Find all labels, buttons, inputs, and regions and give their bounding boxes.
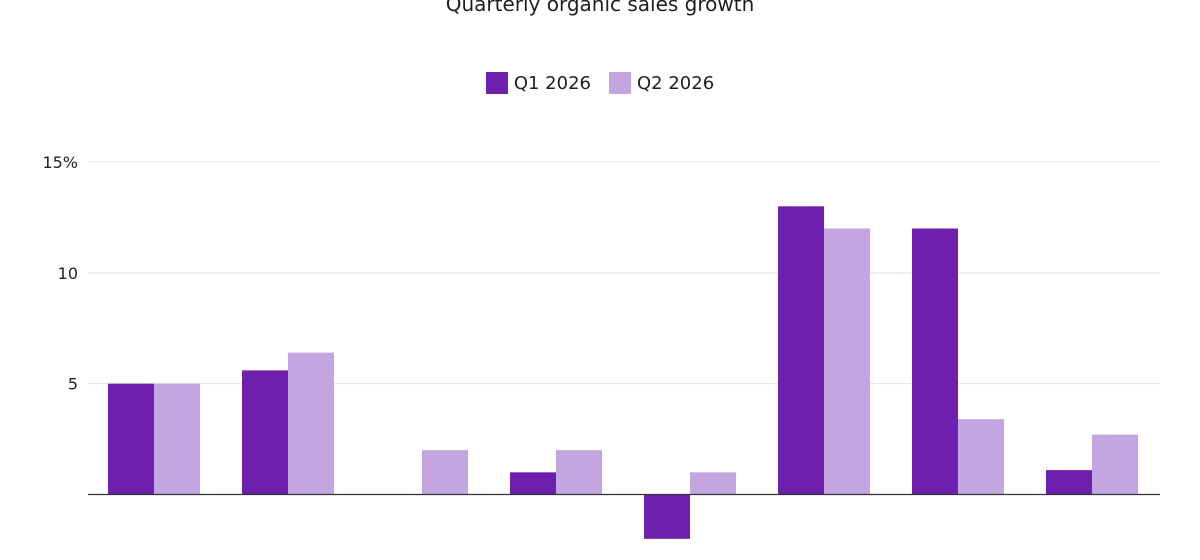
bar-series2-group1 [154,383,200,495]
bar-series1-group4 [510,472,556,495]
legend-item-q2: Q2 2026 [609,72,714,94]
bar-series1-group1 [108,383,154,495]
legend-swatch-q1 [485,72,508,94]
bar-series2-group2 [288,352,334,495]
bar-series2-group8 [1092,434,1138,495]
bar-series1-group2 [242,370,288,495]
bar-series1-group6 [778,206,824,495]
bar-series2-group7 [958,419,1004,495]
legend-label-q1: Q1 2026 [513,72,591,94]
legend-label-q2: Q2 2026 [637,72,715,94]
y-tick-label-1: 10 [58,264,78,283]
chart-title: Quarterly organic sales growth [445,0,755,16]
bar-series1-group8 [1046,470,1092,495]
y-tick-label-2: 15% [42,153,78,172]
bar-series2-group6 [824,228,870,495]
chart-legend: Q1 2026 Q2 2026 [0,72,1200,94]
bar-series2-group5 [690,472,736,495]
legend-swatch-q2 [609,72,631,94]
y-tick-label-0: 5 [68,375,78,394]
bar-series2-group4 [556,450,602,495]
legend-item-q1: Q1 2026 [485,72,591,94]
bar-series2-group3 [422,450,468,495]
bar-series1-group7 [912,228,958,495]
bar-series1-group5 [644,494,690,539]
